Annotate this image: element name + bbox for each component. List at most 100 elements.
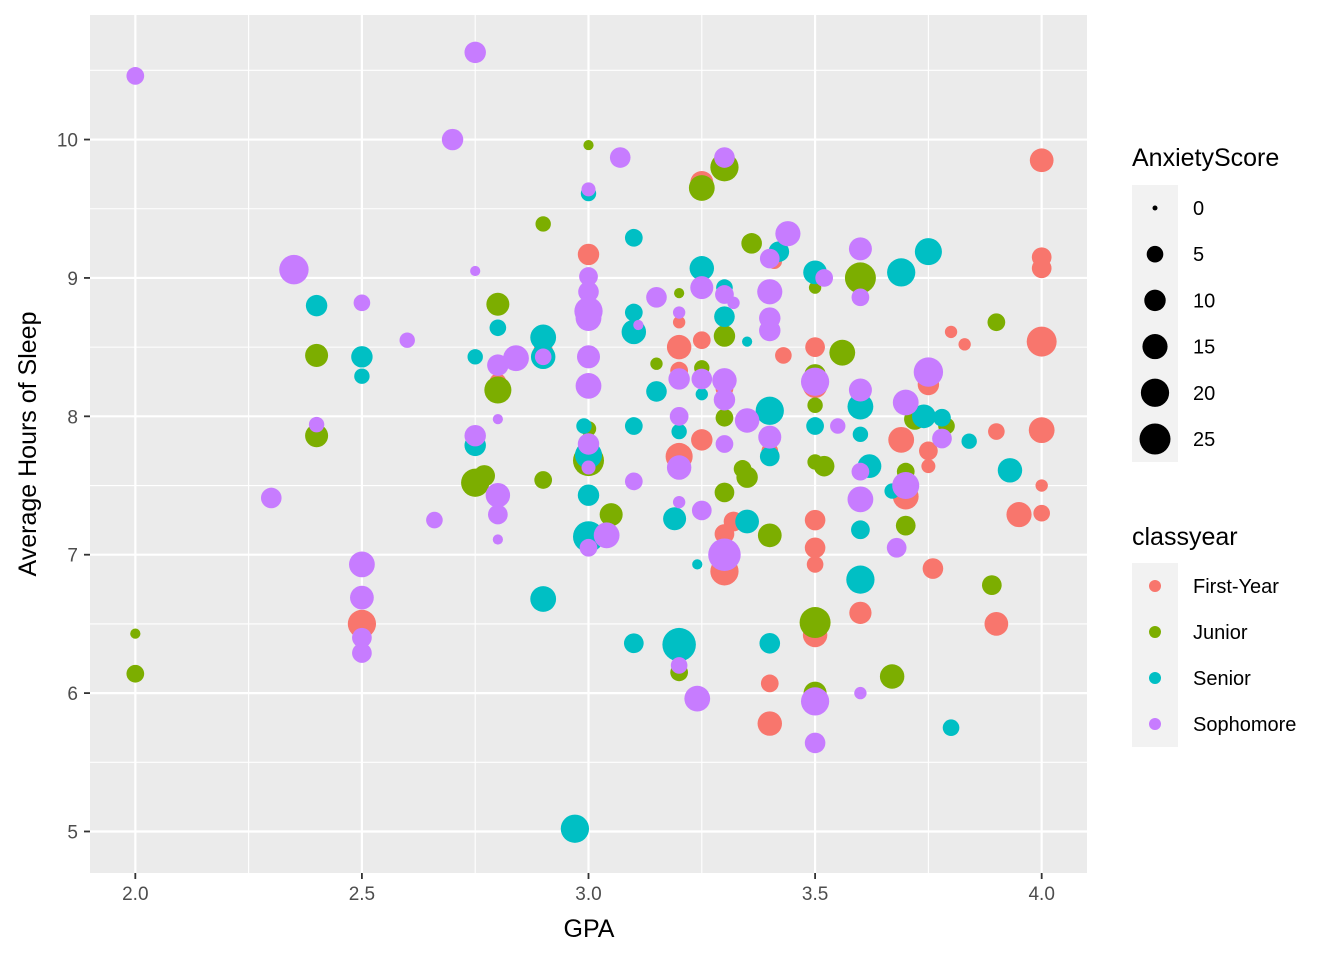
data-point — [1029, 148, 1054, 173]
data-point — [942, 719, 960, 737]
data-point — [485, 482, 511, 508]
data-point — [892, 471, 920, 500]
data-point — [846, 565, 875, 594]
size-legend-key-background — [1132, 185, 1178, 462]
color-legend-label: Senior — [1193, 668, 1251, 690]
data-point — [1031, 258, 1052, 279]
data-point — [919, 441, 938, 461]
data-point — [352, 643, 372, 663]
data-point — [813, 455, 835, 477]
data-point — [886, 537, 907, 558]
data-point — [712, 368, 737, 393]
data-point — [742, 336, 753, 347]
data-point — [662, 627, 696, 662]
data-point — [984, 612, 1009, 636]
size-legend-key — [1142, 334, 1168, 360]
data-point — [997, 458, 1023, 483]
data-point — [530, 586, 557, 612]
data-point — [534, 471, 553, 489]
x-tick-label: 2.5 — [349, 884, 375, 905]
data-point — [854, 686, 867, 700]
data-point — [851, 462, 870, 481]
data-point — [807, 397, 823, 413]
data-point — [887, 258, 916, 287]
size-legend-key — [1144, 289, 1166, 312]
data-point — [727, 296, 740, 310]
data-point — [759, 632, 781, 654]
size-legend-label: 5 — [1193, 244, 1204, 266]
data-point — [806, 417, 824, 435]
data-point — [690, 276, 714, 300]
data-point — [895, 515, 916, 536]
data-point — [492, 534, 503, 545]
size-legend-label: 0 — [1193, 198, 1204, 220]
data-point — [736, 466, 758, 488]
data-point — [633, 319, 644, 331]
data-point — [126, 664, 145, 683]
data-point — [672, 316, 686, 329]
data-point — [892, 389, 919, 416]
color-legend: classyear First-Year Junior Senior Sophomor… — [1132, 523, 1296, 747]
data-point — [759, 248, 780, 269]
color-legend-label: Junior — [1193, 622, 1248, 644]
data-point — [757, 711, 783, 736]
data-point — [305, 294, 328, 317]
size-legend-key — [1152, 205, 1158, 211]
data-point — [775, 347, 792, 364]
data-point — [800, 687, 830, 716]
data-point — [581, 182, 596, 197]
color-legend-label: Sophomore — [1193, 714, 1296, 736]
data-point — [1026, 326, 1057, 357]
data-point — [692, 559, 703, 570]
data-point — [666, 455, 692, 480]
data-point — [535, 216, 551, 232]
data-point — [759, 446, 780, 467]
data-point — [757, 279, 783, 305]
data-point — [470, 265, 481, 277]
size-legend-key — [1140, 378, 1170, 407]
data-point — [799, 607, 831, 639]
data-point — [851, 520, 870, 540]
data-point — [650, 357, 663, 370]
data-point — [714, 306, 735, 327]
data-point — [689, 256, 715, 281]
data-point — [624, 228, 643, 247]
data-point — [849, 601, 872, 624]
color-legend-key — [1149, 626, 1161, 638]
data-point — [486, 292, 510, 316]
data-point — [624, 417, 643, 435]
data-point — [852, 426, 869, 443]
y-tick-label: 8 — [67, 407, 78, 428]
data-point — [932, 428, 952, 449]
data-point — [944, 325, 958, 339]
data-point — [609, 147, 631, 168]
y-axis: 5 6 7 8 9 10 — [57, 131, 90, 843]
data-point — [988, 423, 1005, 440]
data-point — [1028, 417, 1055, 444]
data-point — [260, 487, 282, 509]
data-point — [714, 147, 735, 168]
data-point — [560, 814, 590, 843]
data-point — [847, 393, 874, 420]
data-point — [844, 262, 876, 294]
data-point — [913, 357, 944, 387]
x-axis-title: GPA — [564, 915, 615, 943]
data-point — [760, 674, 779, 693]
data-point — [806, 556, 824, 573]
data-point — [987, 313, 1006, 332]
data-point — [714, 482, 735, 503]
data-point — [441, 128, 464, 151]
data-point — [961, 433, 977, 449]
y-tick-label: 7 — [67, 546, 78, 567]
data-point — [670, 657, 688, 674]
data-point — [741, 233, 762, 254]
data-point — [808, 281, 822, 294]
data-point — [576, 418, 592, 434]
data-point — [759, 319, 781, 342]
data-point — [804, 509, 826, 531]
data-point — [577, 243, 600, 266]
data-point — [981, 575, 1002, 596]
size-legend-label: 10 — [1193, 290, 1215, 312]
data-point — [578, 281, 599, 303]
data-point — [684, 685, 711, 712]
